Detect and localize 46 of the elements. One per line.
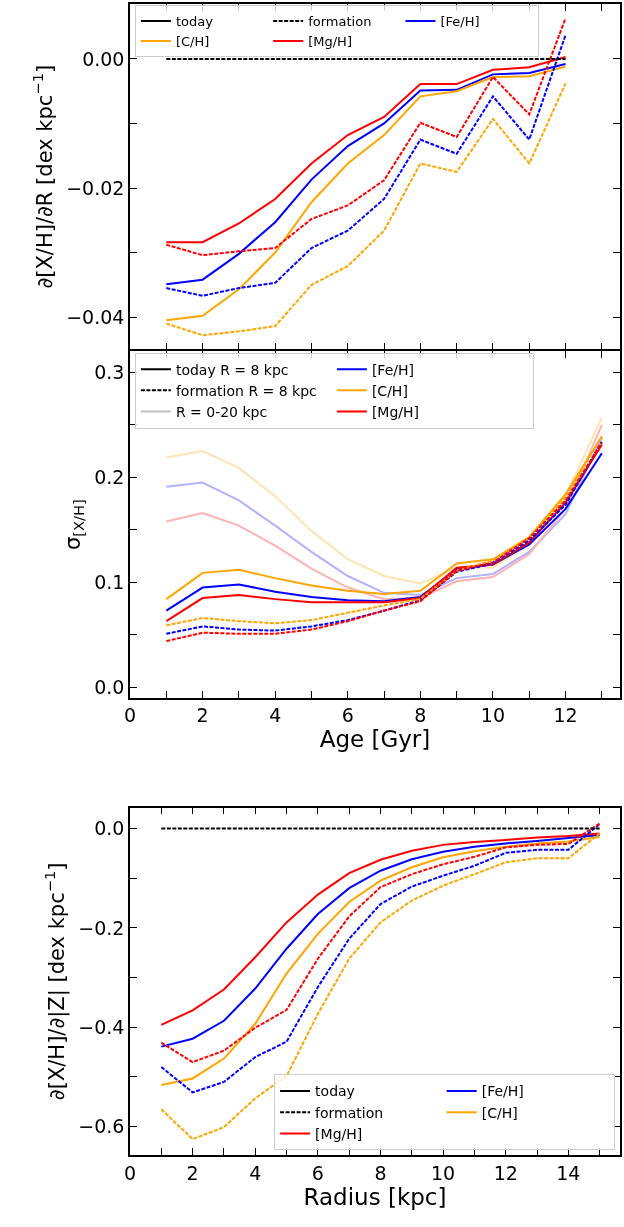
legend-label: formation <box>315 1104 384 1121</box>
y-tick-label: −0.4 <box>78 1015 125 1038</box>
x-tick-label: 6 <box>341 704 354 727</box>
legend-label: [Fe/H] <box>481 1083 524 1100</box>
x-tick-label: 12 <box>493 1161 518 1184</box>
legend-label: [Mg/H] <box>308 34 352 50</box>
legend-label: formation R = 8 kpc <box>175 382 317 399</box>
x-tick-label: 10 <box>431 1161 456 1184</box>
y-tick-label: 0.1 <box>94 570 125 593</box>
x-tick-label: 4 <box>249 1161 262 1184</box>
x-tick-label: 8 <box>414 704 427 727</box>
x-axis-title: Age [Gyr] <box>319 726 431 753</box>
x-tick-label: 2 <box>196 704 209 727</box>
line-series <box>160 832 601 1141</box>
y-tick-label: 0.0 <box>94 817 125 840</box>
y-tick-label: 0.00 <box>82 47 125 70</box>
x-tick-label: 12 <box>553 704 578 727</box>
x-tick-label: 6 <box>311 1161 324 1184</box>
x-axis-title: Radius [kpc] <box>303 1183 447 1210</box>
line-series <box>165 33 567 297</box>
legend-label: [C/H] <box>175 34 210 50</box>
x-tick-label: 0 <box>123 704 137 727</box>
legend-label: formation <box>308 14 372 30</box>
legend-label: [Fe/H] <box>371 361 414 378</box>
y-tick-label: 0.0 <box>94 675 125 698</box>
legend-label: [Fe/H] <box>440 14 480 30</box>
y-tick-label: −0.6 <box>78 1115 125 1138</box>
y-tick-label: 0.3 <box>94 361 125 384</box>
x-tick-label: 0 <box>123 1161 137 1184</box>
legend-label: [Mg/H] <box>371 404 420 421</box>
y-tick-label: −0.2 <box>78 916 125 939</box>
x-tick-label: 10 <box>480 704 506 727</box>
legend-label: today <box>175 14 214 30</box>
legend-label: today <box>315 1083 355 1100</box>
x-tick-label: 8 <box>374 1161 387 1184</box>
legend-label: today R = 8 kpc <box>175 361 289 378</box>
x-tick-label: 2 <box>186 1161 199 1184</box>
legend-label: [Mg/H] <box>315 1125 363 1142</box>
y-tick-label: −0.04 <box>66 305 125 328</box>
x-tick-label: 14 <box>556 1161 581 1184</box>
legend-label: [C/H] <box>371 382 408 399</box>
y-tick-label: −0.02 <box>66 176 125 199</box>
legend-label: R = 0-20 kpc <box>175 404 268 421</box>
x-tick-label: 4 <box>269 704 282 727</box>
y-tick-label: 0.2 <box>94 466 125 489</box>
legend-label: [C/H] <box>481 1104 518 1121</box>
